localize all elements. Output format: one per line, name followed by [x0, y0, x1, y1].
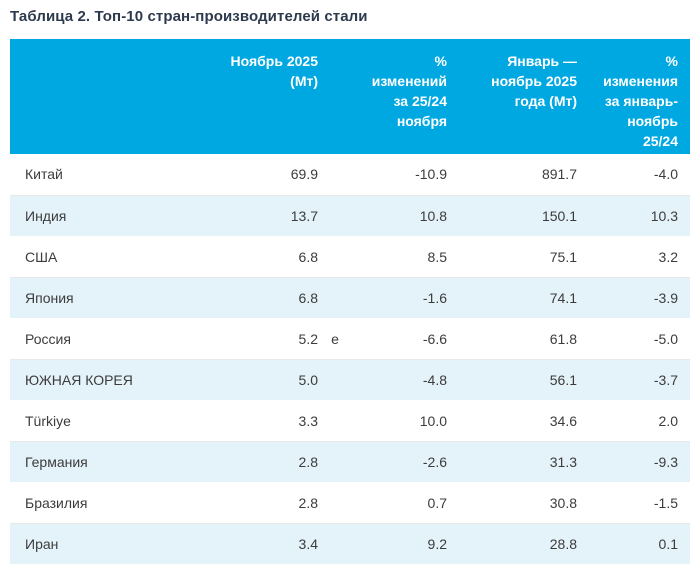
estimate-marker-cell	[318, 154, 352, 196]
country-cell: Иран	[10, 523, 220, 565]
pct-nov-cell: -2.6	[352, 441, 447, 483]
table-row-russia: Россия 5.2 e -6.6 61.8 -5.0	[10, 318, 690, 360]
table-row-iran: Иран 3.4 9.2 28.8 0.1	[10, 523, 690, 565]
jan-nov-value-cell: 150.1	[447, 195, 577, 237]
country-cell: Япония	[10, 277, 220, 319]
pct-nov-cell: 8.5	[352, 236, 447, 278]
jan-nov-value-cell: 891.7	[447, 154, 577, 196]
pct-nov-cell: 10.8	[352, 195, 447, 237]
table-header: Ноябрь 2025 (Мт) % изменений за 25/24 но…	[10, 39, 690, 154]
nov-value-cell: 3.4	[220, 523, 318, 565]
header-jan-nov-2025: Январь — ноябрь 2025 года (Мт)	[447, 39, 577, 154]
header-note-spacer	[318, 39, 352, 154]
nov-value-cell: 5.0	[220, 359, 318, 401]
header-pct-change-nov: % изменений за 25/24 ноября	[352, 39, 447, 154]
estimate-marker-cell: e	[318, 318, 352, 360]
nov-value-cell: 3.3	[220, 400, 318, 442]
country-cell: США	[10, 236, 220, 278]
table-body: Китай 69.9 -10.9 891.7 -4.0 Индия 13.7 1…	[10, 154, 690, 565]
jan-nov-value-cell: 34.6	[447, 400, 577, 442]
jan-nov-value-cell: 75.1	[447, 236, 577, 278]
pct-jan-nov-cell: -3.9	[577, 277, 690, 319]
pct-jan-nov-cell: -5.0	[577, 318, 690, 360]
pct-nov-cell: -1.6	[352, 277, 447, 319]
country-cell: Türkiye	[10, 400, 220, 442]
jan-nov-value-cell: 31.3	[447, 441, 577, 483]
country-cell: Бразилия	[10, 482, 220, 524]
nov-value-cell: 5.2	[220, 318, 318, 360]
steel-production-table: Ноябрь 2025 (Мт) % изменений за 25/24 но…	[10, 39, 690, 565]
nov-value-cell: 6.8	[220, 277, 318, 319]
jan-nov-value-cell: 56.1	[447, 359, 577, 401]
estimate-marker-cell	[318, 277, 352, 319]
jan-nov-value-cell: 61.8	[447, 318, 577, 360]
table-row-usa: США 6.8 8.5 75.1 3.2	[10, 236, 690, 278]
table-row-turkiye: Türkiye 3.3 10.0 34.6 2.0	[10, 400, 690, 442]
estimate-marker-cell	[318, 523, 352, 565]
table-row-brazil: Бразилия 2.8 0.7 30.8 -1.5	[10, 482, 690, 524]
country-cell: Россия	[10, 318, 220, 360]
table-title: Таблица 2. Топ-10 стран-производителей с…	[10, 8, 368, 25]
header-country	[10, 39, 220, 154]
header-nov-2025: Ноябрь 2025 (Мт)	[220, 39, 318, 154]
estimate-marker-cell	[318, 236, 352, 278]
jan-nov-value-cell: 28.8	[447, 523, 577, 565]
pct-jan-nov-cell: 2.0	[577, 400, 690, 442]
pct-jan-nov-cell: -1.5	[577, 482, 690, 524]
country-cell: Китай	[10, 154, 220, 196]
nov-value-cell: 13.7	[220, 195, 318, 237]
pct-nov-cell: -4.8	[352, 359, 447, 401]
pct-nov-cell: 10.0	[352, 400, 447, 442]
pct-jan-nov-cell: -9.3	[577, 441, 690, 483]
pct-nov-cell: -6.6	[352, 318, 447, 360]
estimate-marker-cell	[318, 195, 352, 237]
pct-jan-nov-cell: -4.0	[577, 154, 690, 196]
table-row-japan: Япония 6.8 -1.6 74.1 -3.9	[10, 277, 690, 319]
table-row-india: Индия 13.7 10.8 150.1 10.3	[10, 195, 690, 237]
nov-value-cell: 2.8	[220, 441, 318, 483]
table-row-china: Китай 69.9 -10.9 891.7 -4.0	[10, 154, 690, 196]
pct-nov-cell: 0.7	[352, 482, 447, 524]
nov-value-cell: 69.9	[220, 154, 318, 196]
nov-value-cell: 2.8	[220, 482, 318, 524]
estimate-marker-cell	[318, 441, 352, 483]
pct-jan-nov-cell: 3.2	[577, 236, 690, 278]
table-row-south-korea: ЮЖНАЯ КОРЕЯ 5.0 -4.8 56.1 -3.7	[10, 359, 690, 401]
estimate-marker-cell	[318, 359, 352, 401]
country-cell: Германия	[10, 441, 220, 483]
country-cell: ЮЖНАЯ КОРЕЯ	[10, 359, 220, 401]
estimate-marker-cell	[318, 400, 352, 442]
country-cell: Индия	[10, 195, 220, 237]
header-pct-change-jan-nov: % изменения за январь- ноябрь 25/24	[577, 39, 690, 154]
pct-jan-nov-cell: 10.3	[577, 195, 690, 237]
pct-nov-cell: 9.2	[352, 523, 447, 565]
nov-value-cell: 6.8	[220, 236, 318, 278]
jan-nov-value-cell: 30.8	[447, 482, 577, 524]
estimate-marker-cell	[318, 482, 352, 524]
pct-jan-nov-cell: 0.1	[577, 523, 690, 565]
pct-nov-cell: -10.9	[352, 154, 447, 196]
pct-jan-nov-cell: -3.7	[577, 359, 690, 401]
table-row-germany: Германия 2.8 -2.6 31.3 -9.3	[10, 441, 690, 483]
header-row: Ноябрь 2025 (Мт) % изменений за 25/24 но…	[10, 39, 690, 154]
jan-nov-value-cell: 74.1	[447, 277, 577, 319]
